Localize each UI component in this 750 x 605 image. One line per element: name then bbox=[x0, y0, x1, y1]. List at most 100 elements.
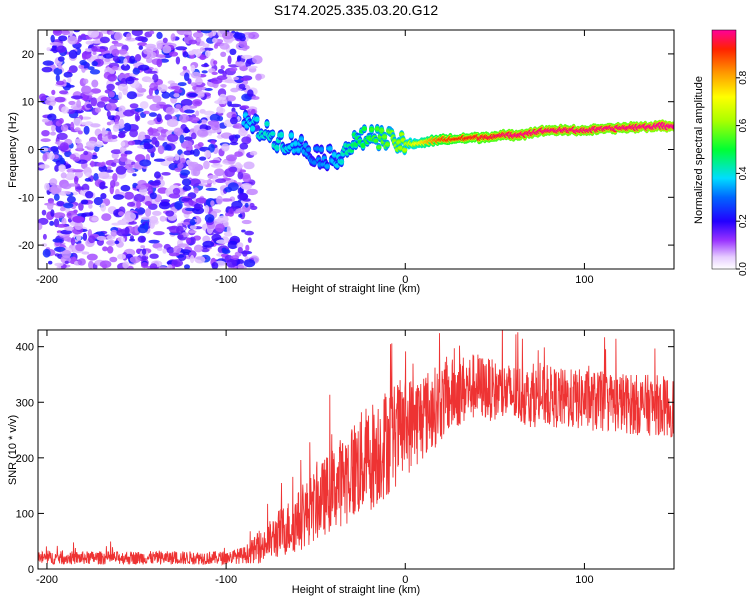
noise-blob bbox=[208, 160, 221, 164]
noise-blob bbox=[135, 36, 147, 42]
noise-blob bbox=[133, 193, 146, 203]
noise-blob bbox=[195, 77, 203, 86]
noise-blob bbox=[124, 150, 133, 155]
noise-blob bbox=[101, 213, 112, 222]
noise-blob bbox=[113, 42, 124, 47]
noise-blob bbox=[189, 218, 196, 226]
noise-blob bbox=[177, 243, 190, 248]
noise-blob bbox=[189, 149, 195, 155]
noise-blob bbox=[144, 222, 149, 231]
noise-blob bbox=[184, 72, 190, 81]
noise-blob bbox=[148, 30, 155, 35]
noise-blob bbox=[96, 235, 107, 241]
noise-blob bbox=[120, 184, 131, 192]
noise-blob bbox=[129, 129, 139, 138]
noise-blob bbox=[240, 77, 250, 81]
noise-blob bbox=[59, 207, 66, 212]
noise-blob bbox=[112, 173, 118, 182]
noise-blob bbox=[113, 123, 125, 129]
noise-blob bbox=[108, 98, 118, 104]
noise-blob bbox=[87, 66, 95, 71]
noise-blob bbox=[115, 165, 127, 175]
x-tick-label: -200 bbox=[36, 274, 58, 286]
noise-blob bbox=[192, 148, 200, 157]
noise-blob bbox=[210, 121, 220, 131]
noise-blob bbox=[140, 245, 146, 249]
noise-blob bbox=[188, 39, 197, 45]
noise-blob bbox=[57, 56, 65, 62]
noise-blob bbox=[100, 96, 111, 102]
noise-blob bbox=[61, 249, 72, 259]
noise-blob bbox=[85, 40, 94, 45]
noise-blob bbox=[225, 212, 230, 217]
noise-blob bbox=[175, 56, 181, 65]
noise-blob bbox=[179, 134, 185, 144]
noise-blob bbox=[50, 146, 59, 152]
noise-blob bbox=[178, 114, 190, 123]
noise-blob bbox=[182, 51, 189, 58]
noise-blob bbox=[141, 255, 147, 261]
noise-blob bbox=[161, 172, 171, 176]
noise-blob bbox=[77, 130, 83, 135]
noise-blob bbox=[60, 229, 73, 235]
noise-blob bbox=[88, 260, 94, 269]
noise-blob bbox=[122, 88, 128, 96]
colorbar-tick-label: 0.6 bbox=[738, 118, 749, 132]
noise-blob bbox=[151, 131, 161, 137]
noise-blob bbox=[166, 246, 175, 254]
noise-blob bbox=[171, 259, 183, 267]
noise-blob bbox=[197, 142, 204, 148]
noise-blob bbox=[142, 138, 152, 143]
noise-blob bbox=[177, 162, 184, 169]
colorbar-tick-label: 0.8 bbox=[738, 70, 749, 84]
ridge-cell bbox=[374, 127, 380, 131]
noise-blob bbox=[116, 229, 129, 237]
noise-blob bbox=[153, 231, 165, 236]
noise-blob bbox=[167, 264, 173, 269]
noise-blob bbox=[225, 95, 236, 102]
noise-blob bbox=[166, 157, 177, 162]
noise-blob bbox=[229, 103, 242, 108]
noise-blob bbox=[56, 132, 68, 140]
noise-blob bbox=[144, 201, 152, 206]
y-tick-label: 0 bbox=[28, 145, 34, 157]
noise-blob bbox=[136, 200, 141, 209]
noise-blob bbox=[94, 107, 101, 113]
noise-blob bbox=[237, 247, 243, 254]
noise-blob bbox=[110, 180, 116, 188]
noise-blob bbox=[238, 39, 248, 48]
noise-blob bbox=[107, 246, 114, 254]
spectrogram-y-axis: -20 -10 0 10 20 bbox=[18, 49, 674, 252]
noise-blob bbox=[91, 216, 99, 222]
noise-blob bbox=[137, 42, 148, 47]
noise-blob bbox=[214, 168, 225, 177]
x-tick-label: 0 bbox=[402, 574, 408, 586]
noise-blob bbox=[210, 200, 215, 207]
noise-blob bbox=[182, 66, 188, 71]
noise-blob bbox=[187, 92, 198, 98]
noise-blob bbox=[91, 79, 99, 88]
noise-blob bbox=[89, 69, 101, 75]
noise-blob bbox=[241, 219, 252, 225]
noise-blob bbox=[189, 225, 197, 230]
noise-blob bbox=[213, 60, 218, 65]
ridge-cell bbox=[338, 160, 345, 164]
noise-blob bbox=[39, 93, 47, 101]
ridge-cell bbox=[242, 113, 249, 117]
noise-blob bbox=[226, 259, 237, 268]
noise-blob bbox=[184, 264, 190, 269]
noise-blob bbox=[207, 174, 219, 180]
noise-blob bbox=[117, 253, 126, 260]
x-tick-label: -100 bbox=[215, 574, 237, 586]
ridge-cell bbox=[402, 148, 408, 152]
noise-blob bbox=[84, 177, 92, 182]
noise-blob bbox=[123, 122, 132, 132]
noise-blob bbox=[73, 216, 85, 223]
noise-blob bbox=[173, 89, 183, 94]
noise-blob bbox=[86, 103, 93, 109]
noise-blob bbox=[201, 63, 210, 68]
noise-blob bbox=[59, 90, 69, 95]
noise-blob bbox=[192, 167, 201, 177]
noise-blob bbox=[236, 55, 241, 63]
